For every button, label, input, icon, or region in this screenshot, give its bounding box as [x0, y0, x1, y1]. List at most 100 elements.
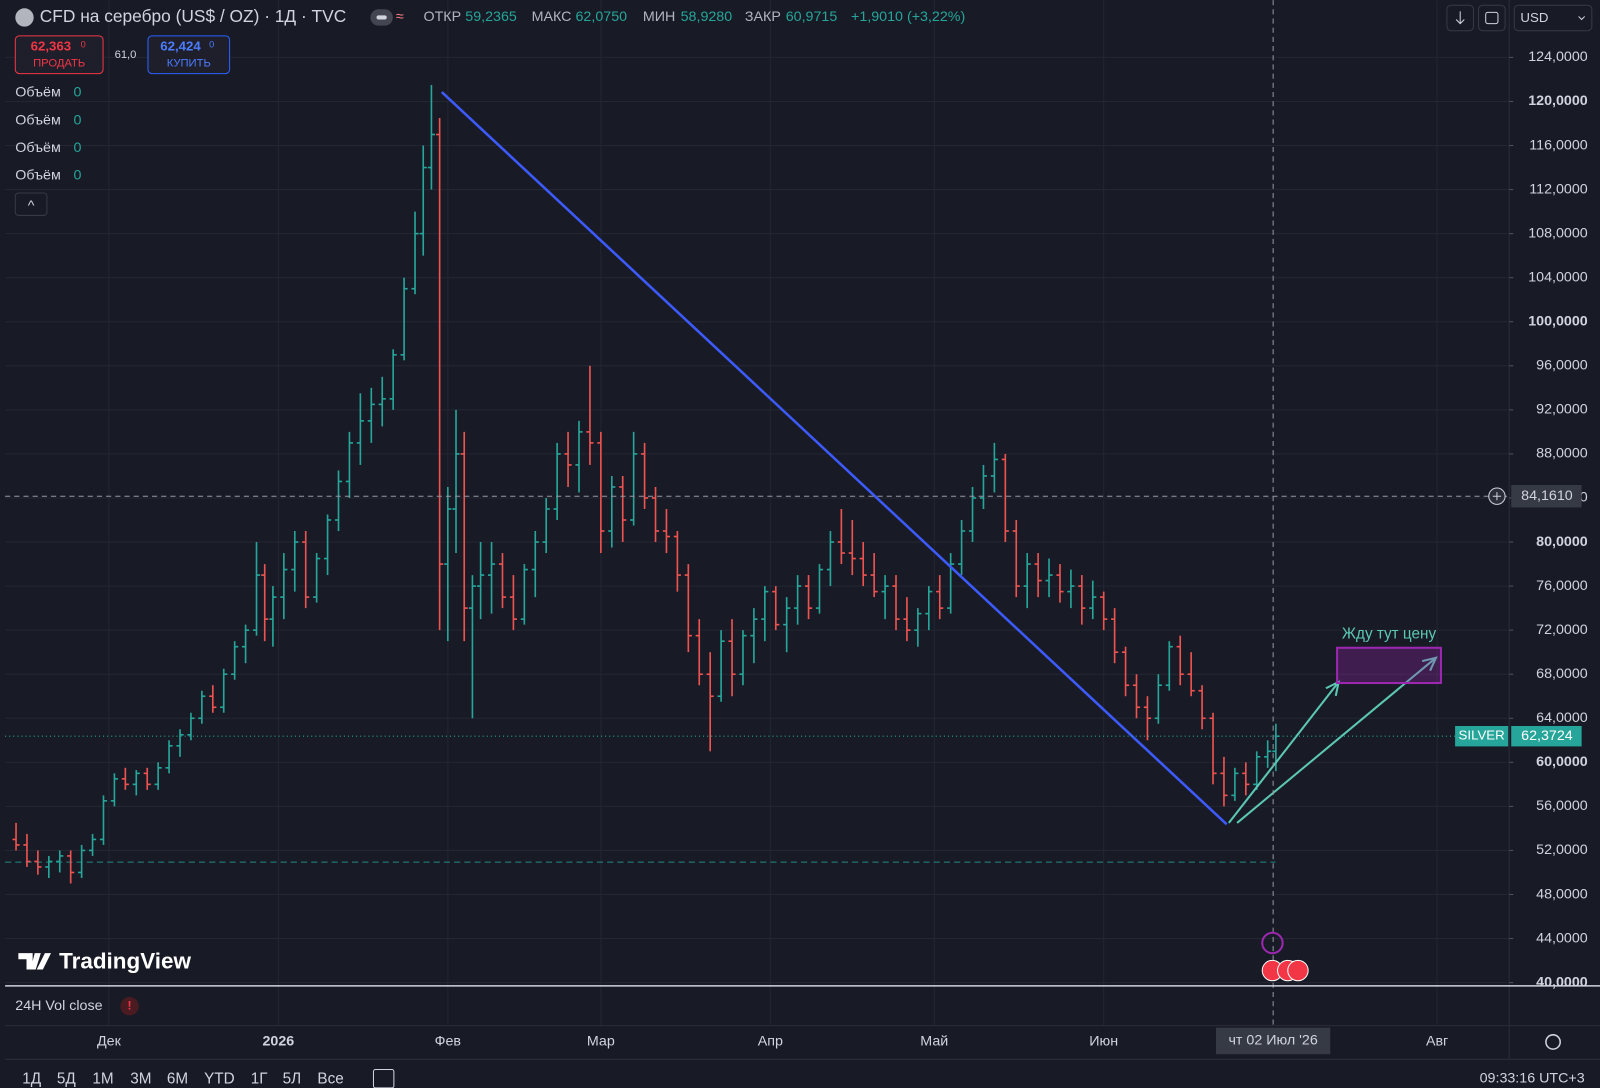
y-tick-label: 124,0000: [1528, 49, 1588, 65]
range-button[interactable]: 5Л: [283, 1071, 302, 1088]
last-price-name: SILVER: [1459, 728, 1505, 743]
download-button[interactable]: [1446, 4, 1474, 32]
range-button[interactable]: Все: [317, 1071, 343, 1088]
open-value: 59,2365: [465, 9, 517, 25]
y-tick-label: 120,0000: [1528, 93, 1588, 109]
x-tick-label: Мар: [587, 1034, 615, 1050]
x-tick-label: Фев: [435, 1034, 461, 1050]
ohlc-bar: [990, 442, 998, 493]
y-tick-label: 72,0000: [1536, 622, 1588, 638]
y-tick-label: 116,0000: [1529, 137, 1588, 153]
sell-button[interactable]: [14, 35, 104, 75]
ohlc-bar: [761, 586, 769, 642]
range-button[interactable]: 1Г: [251, 1071, 268, 1088]
ohlc-bar: [673, 531, 681, 592]
ohlc-bar: [143, 767, 151, 790]
open-label: ОТКР: [423, 9, 461, 25]
low-label: МИН: [643, 9, 675, 25]
ohlc-bar: [419, 145, 427, 256]
buy-button[interactable]: [147, 35, 231, 75]
low-value: 58,9280: [681, 9, 733, 25]
last-price-label: 62,3724: [1521, 728, 1573, 744]
ohlc-bar: [509, 575, 517, 631]
ohlc-bar: [586, 365, 594, 465]
ohlc-bar: [859, 542, 867, 587]
ohlc-bar: [575, 420, 583, 493]
y-tick-label: 48,0000: [1536, 886, 1588, 902]
ohlc-bar: [597, 431, 605, 554]
y-tick-label: 92,0000: [1536, 402, 1588, 418]
ohlc-bar: [231, 641, 239, 680]
status-pill-mark: [376, 15, 387, 20]
ohlc-bar: [695, 619, 703, 686]
range-button[interactable]: 1Д: [22, 1071, 42, 1088]
ohlc-bar: [783, 597, 791, 653]
indicator-name: 24H Vol close: [15, 998, 102, 1014]
ohlc-bar: [1023, 553, 1031, 609]
range-button[interactable]: 5Д: [57, 1071, 77, 1088]
collapse-button[interactable]: [14, 192, 48, 216]
ohlc-bar: [12, 822, 20, 851]
settings-button[interactable]: [1545, 1034, 1561, 1050]
range-button[interactable]: 3М: [130, 1071, 151, 1088]
replay-button[interactable]: [1478, 4, 1506, 32]
currency-dropdown[interactable]: [1513, 4, 1593, 32]
ohlc-bar: [706, 652, 714, 752]
ohlc-bar: [772, 586, 780, 631]
warning-badge[interactable]: [120, 997, 139, 1016]
ohlc-bar: [356, 393, 364, 465]
ohlc-bar: [176, 729, 184, 757]
event-icon[interactable]: [1261, 931, 1284, 955]
range-button[interactable]: 1М: [92, 1071, 113, 1088]
ohlc-bar: [1187, 652, 1195, 697]
ohlc-bar: [242, 624, 250, 664]
ohlc-bar: [198, 690, 206, 724]
ohlc-bar: [460, 431, 468, 642]
volume-value: 0: [73, 167, 81, 183]
dropdown-caret: [1578, 16, 1586, 21]
ohlc-bar: [1264, 740, 1272, 768]
buy-price: 62,424: [160, 39, 201, 54]
volume-label: Объём: [15, 167, 60, 183]
sell-label: ПРОДАТЬ: [33, 57, 85, 69]
y-tick-label: 44,0000: [1536, 930, 1588, 946]
ohlc-bar: [750, 608, 758, 664]
buy-price-sup: 0: [209, 39, 214, 49]
ohlc-bar: [56, 850, 64, 873]
ohlc-bar: [979, 464, 988, 509]
x-tick-label: Май: [920, 1034, 948, 1050]
event-flag[interactable]: [1287, 959, 1309, 982]
ohlc-bar: [520, 564, 528, 625]
x-tick-label: 2026: [263, 1034, 295, 1050]
y-tick-label: 56,0000: [1536, 798, 1588, 814]
x-tick-label: Авг: [1426, 1034, 1448, 1050]
volume-label: Объём: [15, 140, 60, 156]
volume-label: Объём: [15, 85, 60, 101]
range-button[interactable]: 6М: [167, 1071, 188, 1088]
ohlc-bar: [1034, 553, 1042, 598]
crosshair-price-box: [1511, 484, 1582, 508]
range-button[interactable]: YTD: [204, 1071, 235, 1088]
ohlc-bar: [553, 442, 561, 521]
ohlc-bar: [1100, 591, 1108, 631]
axes-layer: 40,0000 44,0000 48,0000 52,0000 56,0000 60,00…: [97, 49, 1588, 1055]
x-tick-label: Апр: [758, 1034, 783, 1050]
ohlc-bar: [302, 531, 310, 609]
logo-text: TradingView: [59, 948, 191, 973]
trendline: [440, 91, 1228, 826]
ohlc-bar: [121, 767, 129, 790]
arrow: [1236, 656, 1438, 824]
ohlc-bar: [220, 668, 228, 713]
buy-label: КУПИТЬ: [167, 57, 211, 69]
y-tick-label: 96,0000: [1536, 358, 1588, 374]
target-zone: [1336, 646, 1442, 685]
ohlc-bar: [468, 575, 476, 719]
ohlc-bar: [444, 486, 452, 642]
y-tick-label: 112,0000: [1529, 181, 1588, 197]
ohlc-bar: [728, 619, 736, 697]
ohlc-bar: [804, 575, 813, 620]
last-price-box: [1511, 725, 1582, 747]
symbol-icon: [15, 8, 34, 27]
close-value: 60,9715: [786, 9, 838, 25]
symbol-title[interactable]: CFD на серебро (US$ / OZ) · 1Д · TVC: [40, 6, 346, 26]
